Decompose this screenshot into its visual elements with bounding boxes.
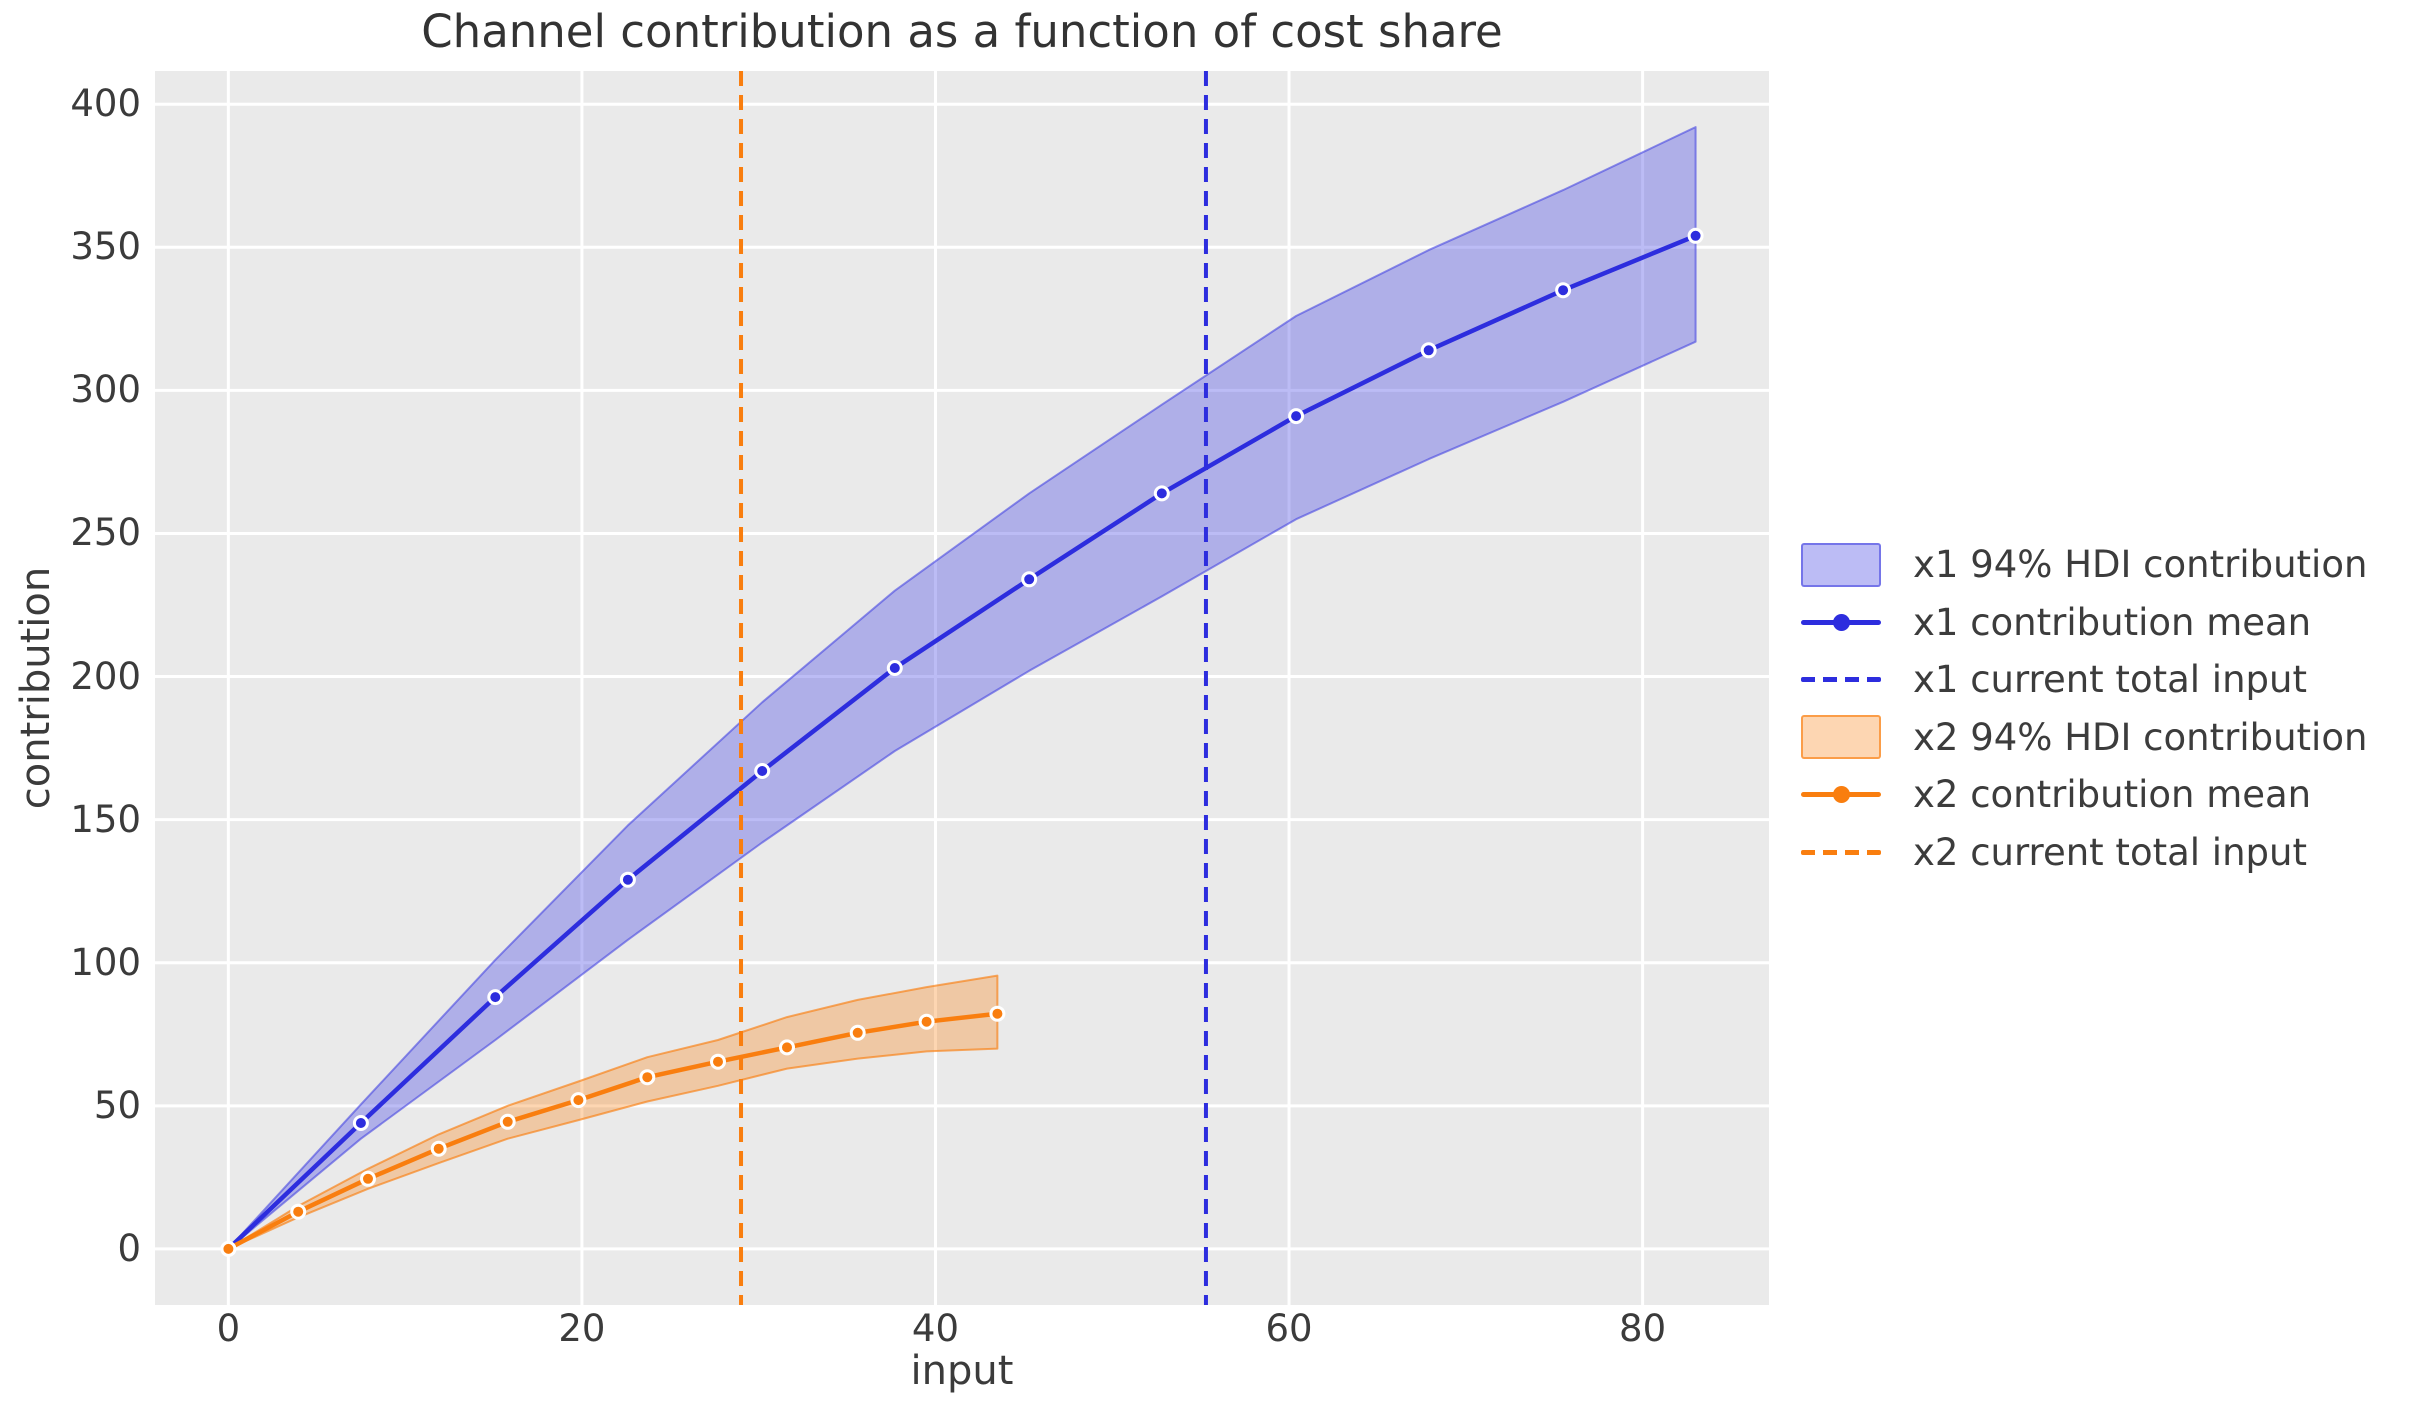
x2-marker xyxy=(849,1024,866,1041)
legend-label: x1 contribution mean xyxy=(1913,600,2312,644)
x2-marker xyxy=(779,1039,795,1056)
legend-item: x2 current total input xyxy=(1801,824,2367,882)
legend-dot xyxy=(1832,613,1850,631)
x-tick-label: 0 xyxy=(216,1307,241,1350)
legend-label: x2 current total input xyxy=(1913,830,2307,874)
legend-item: x1 94% HDI contribution xyxy=(1801,536,2367,594)
legend-item: x1 current total input xyxy=(1801,651,2367,709)
x2-marker xyxy=(220,1240,237,1257)
legend-item: x2 94% HDI contribution xyxy=(1801,709,2367,767)
x1-hdi-swatch xyxy=(1801,542,1881,587)
legend-item: x2 contribution mean xyxy=(1801,766,2367,824)
x1-marker xyxy=(754,763,771,779)
x1-marker xyxy=(619,871,636,888)
y-tick-label: 50 xyxy=(93,1083,141,1127)
plot-background xyxy=(155,71,1769,1305)
x2-marker xyxy=(989,1005,1006,1022)
line-marker-icon xyxy=(1801,773,1881,817)
y-tick-label: 400 xyxy=(70,82,141,126)
x2-hdi-swatch xyxy=(1801,715,1881,760)
x2-marker xyxy=(710,1053,726,1070)
y-tick-label: 0 xyxy=(117,1226,141,1270)
y-tick-label: 100 xyxy=(70,940,141,984)
y-tick-label: 200 xyxy=(70,654,141,698)
y-axis-label: contribution xyxy=(13,566,59,810)
x1-marker xyxy=(1288,408,1305,425)
legend-label: x1 current total input xyxy=(1913,658,2307,702)
x1-marker xyxy=(1420,342,1437,359)
hdi-patch-icon xyxy=(1801,542,1881,587)
x1-marker xyxy=(487,989,504,1006)
x2-marker xyxy=(430,1140,447,1157)
legend-label: x2 94% HDI contribution xyxy=(1913,715,2368,759)
x2-marker xyxy=(570,1092,587,1109)
x1-marker xyxy=(1687,227,1704,244)
x2-vline-swatch xyxy=(1801,849,1881,855)
x1-mean-swatch xyxy=(1801,600,1881,644)
dashed-line-icon xyxy=(1801,677,1881,683)
x2-marker xyxy=(918,1013,935,1030)
x1-marker xyxy=(1153,485,1170,502)
x-tick-label: 40 xyxy=(911,1307,960,1350)
legend: x1 94% HDI contribution x1 contribution m… xyxy=(1801,536,2367,881)
x1-marker xyxy=(886,660,903,676)
x1-vline-swatch xyxy=(1801,677,1881,683)
x1-marker xyxy=(1555,282,1572,299)
y-tick-label: 350 xyxy=(70,225,141,269)
y-tick-label: 250 xyxy=(70,511,141,555)
legend-item: x1 contribution mean xyxy=(1801,594,2367,652)
legend-dot xyxy=(1832,786,1850,804)
x2-mean-swatch xyxy=(1801,773,1881,817)
x-tick-label: 60 xyxy=(1265,1307,1313,1350)
x2-marker xyxy=(499,1113,516,1130)
x-axis-label: input xyxy=(910,1348,1014,1394)
x2-marker xyxy=(290,1203,307,1220)
hdi-patch-icon xyxy=(1801,715,1881,760)
x-tick-label: 20 xyxy=(558,1307,606,1350)
x-tick-label: 80 xyxy=(1619,1307,1667,1350)
dashed-line-icon xyxy=(1801,849,1881,855)
x2-marker xyxy=(639,1069,656,1086)
y-tick-label: 300 xyxy=(70,368,141,412)
line-marker-icon xyxy=(1801,600,1881,644)
legend-label: x2 contribution mean xyxy=(1913,773,2312,817)
x1-marker xyxy=(352,1115,369,1131)
x1-marker xyxy=(1021,571,1038,588)
x2-mean-line xyxy=(226,1011,1000,1252)
x1-mean-line xyxy=(226,233,1698,1252)
chart-title: Channel contribution as a function of co… xyxy=(421,5,1503,58)
x2-marker xyxy=(360,1170,376,1187)
y-tick-label: 150 xyxy=(70,797,141,841)
legend-label: x1 94% HDI contribution xyxy=(1913,543,2368,587)
